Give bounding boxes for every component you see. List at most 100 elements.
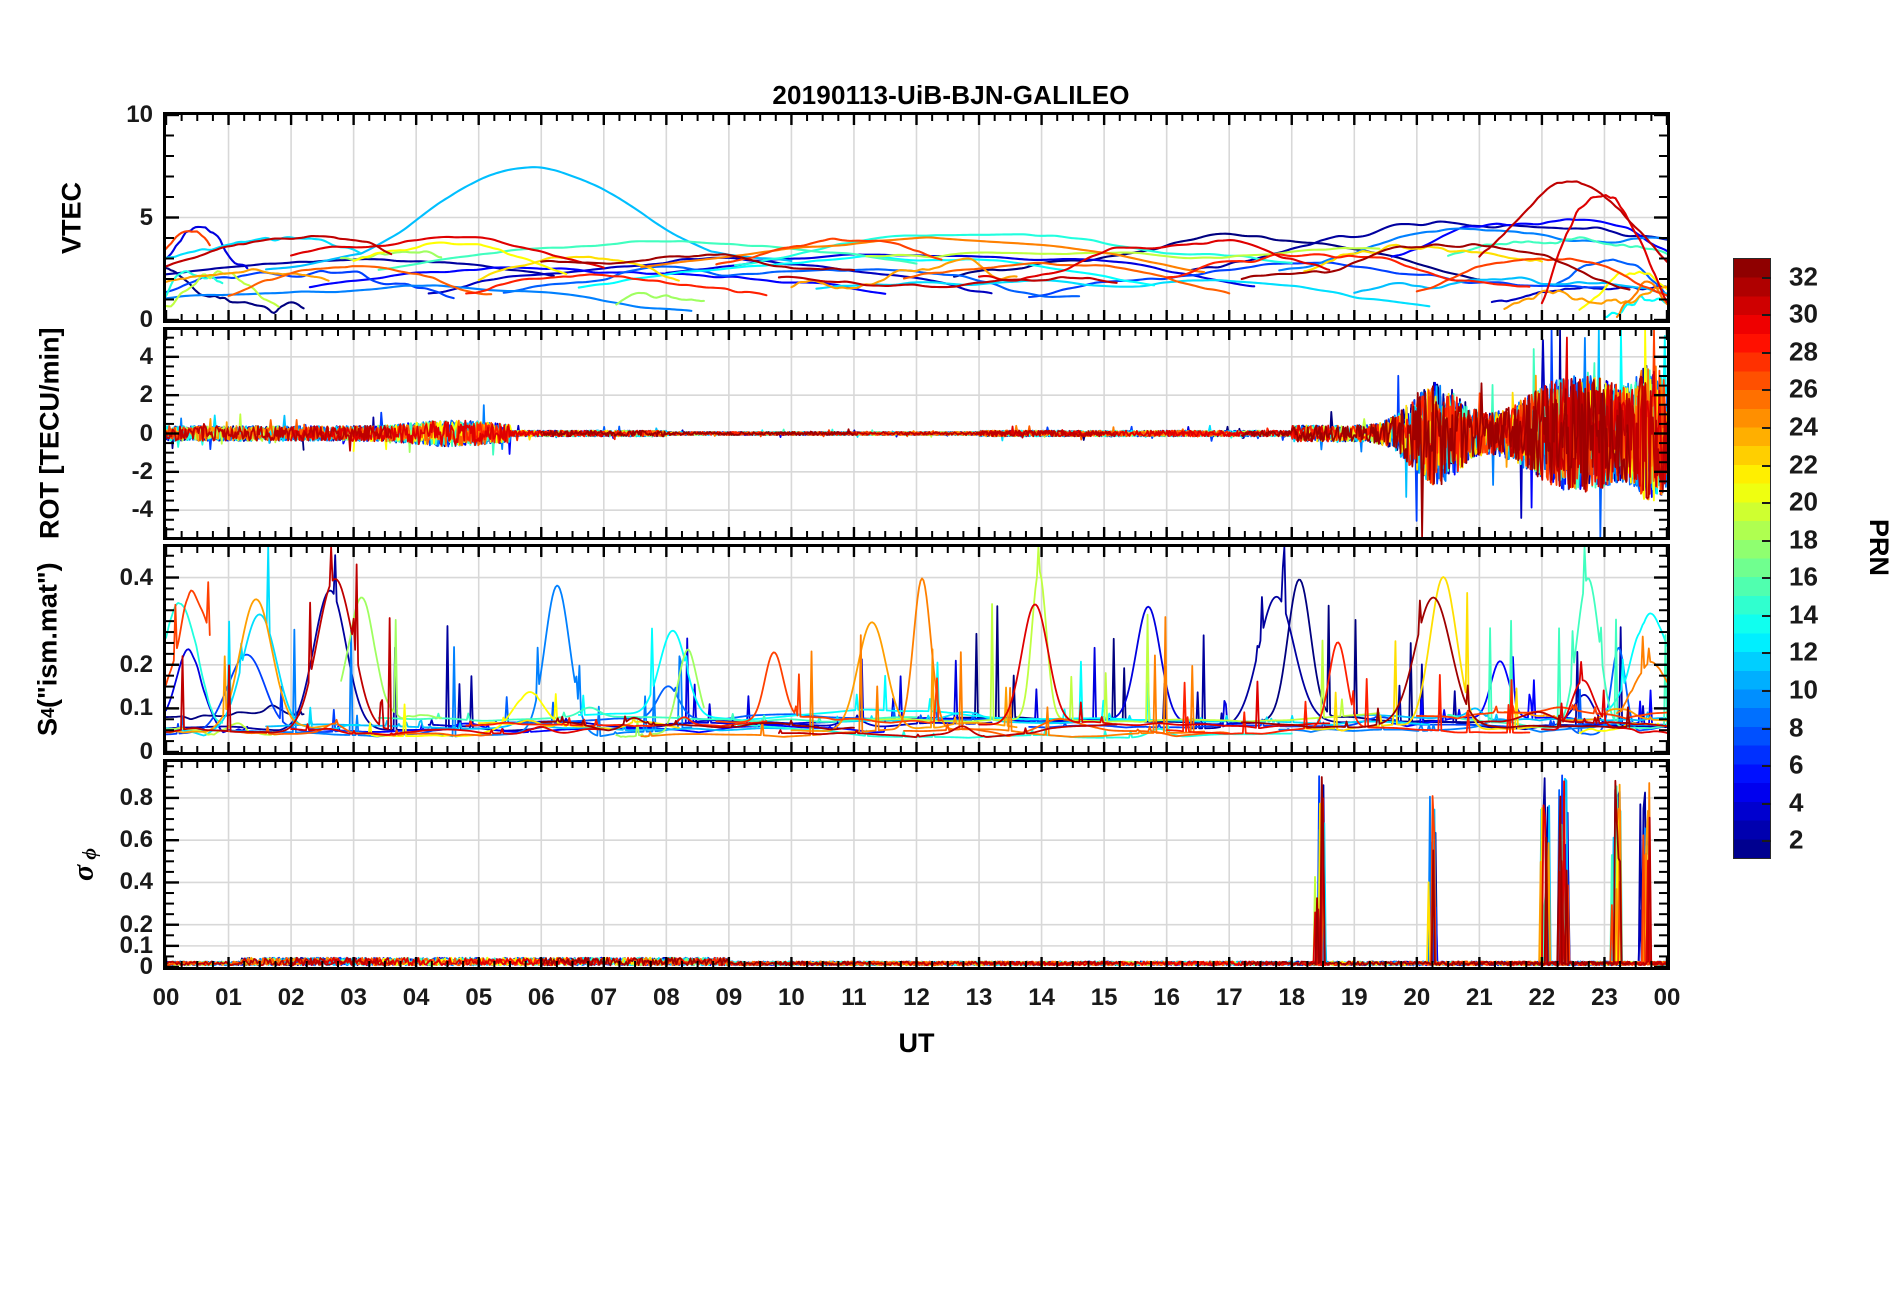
panel-s4 xyxy=(163,544,1670,755)
data-trace xyxy=(465,716,768,727)
y-axis-label-rot: ROT [TECU/min] xyxy=(34,327,65,540)
y-tick-label: 0 xyxy=(139,953,153,980)
y-tick-label: 10 xyxy=(126,101,153,128)
data-trace xyxy=(1541,660,1667,734)
x-tick-label: 02 xyxy=(277,984,305,1011)
colorbar-tick-mark xyxy=(1762,577,1771,580)
colorbar-tick-label: 32 xyxy=(1789,261,1818,292)
colorbar-tick-mark xyxy=(1762,464,1771,467)
data-trace xyxy=(902,261,1231,295)
x-tick-label: 19 xyxy=(1340,984,1368,1011)
data-trace xyxy=(227,265,493,297)
x-tick-label: 00 xyxy=(1653,984,1681,1011)
data-trace xyxy=(540,715,855,732)
colorbar-tick-label: 18 xyxy=(1789,524,1818,555)
data-trace xyxy=(640,577,1206,738)
data-trace xyxy=(1415,703,1667,720)
data-trace xyxy=(1616,635,1667,715)
y-tick-label: 0.4 xyxy=(119,563,153,591)
data-trace xyxy=(790,257,1018,290)
colorbar-tick-mark xyxy=(1762,614,1771,617)
data-trace xyxy=(978,603,1331,730)
data-trace xyxy=(166,236,361,259)
data-trace xyxy=(1303,802,1543,967)
data-trace xyxy=(1240,243,1631,291)
colorbar-tick-mark xyxy=(1762,314,1771,317)
data-trace xyxy=(540,253,856,272)
y-tick-label: 0.2 xyxy=(119,910,153,938)
data-trace xyxy=(1615,280,1667,318)
y-tick-label: 0 xyxy=(139,306,153,333)
colorbar-tick-mark xyxy=(1762,727,1771,730)
y-tick-label: 4 xyxy=(139,342,153,370)
colorbar-tick-mark xyxy=(1762,840,1771,843)
data-trace xyxy=(953,818,1481,967)
colorbar-tick-label: 26 xyxy=(1789,373,1818,404)
data-trace xyxy=(540,428,855,438)
colorbar-tick-mark xyxy=(1762,276,1771,279)
colorbar-tick-label: 12 xyxy=(1789,636,1818,667)
x-tick-label: 00 xyxy=(152,984,180,1011)
y-tick-label: 2 xyxy=(139,381,153,409)
y-tick-label: 0.2 xyxy=(119,650,153,678)
x-tick-label: 17 xyxy=(1215,984,1243,1011)
data-trace xyxy=(166,581,211,686)
data-trace xyxy=(1503,285,1667,310)
data-trace xyxy=(290,235,605,269)
data-trace xyxy=(1415,257,1667,297)
data-trace xyxy=(166,598,330,734)
data-trace xyxy=(1190,547,1667,731)
data-trace xyxy=(1240,776,1631,967)
data-trace xyxy=(1353,276,1667,295)
data-trace xyxy=(265,166,793,271)
data-trace xyxy=(1390,218,1667,258)
colorbar-tick-label: 24 xyxy=(1789,411,1818,442)
data-trace xyxy=(1553,258,1667,297)
colorbar-tick-label: 2 xyxy=(1789,824,1804,855)
x-tick-label: 23 xyxy=(1591,984,1618,1011)
y-tick-label: 0.6 xyxy=(119,826,153,854)
x-tick-label: 05 xyxy=(465,984,493,1011)
data-trace xyxy=(465,273,768,297)
y-tick-label: -2 xyxy=(131,457,153,485)
data-trace xyxy=(166,547,393,734)
data-trace xyxy=(865,875,1381,967)
data-trace xyxy=(1603,295,1667,318)
y-tick-label: 0 xyxy=(139,738,153,765)
y-axis-label-vtec: VTEC xyxy=(56,181,87,254)
data-trace xyxy=(290,723,605,736)
data-trace xyxy=(1165,641,1531,735)
data-trace xyxy=(715,651,943,724)
x-tick-label: 22 xyxy=(1528,984,1556,1011)
data-trace xyxy=(1165,253,1531,288)
colorbar-tick-mark xyxy=(1762,802,1771,805)
data-trace xyxy=(1490,284,1667,304)
x-tick-label: 14 xyxy=(1028,984,1055,1011)
data-trace xyxy=(903,718,1231,738)
data-trace xyxy=(615,291,705,306)
colorbar-tick-label: 14 xyxy=(1789,599,1818,630)
colorbar-tick-label: 6 xyxy=(1789,749,1804,780)
x-axis-label: UT xyxy=(898,1028,935,1058)
data-trace xyxy=(1240,596,1631,729)
data-trace xyxy=(377,240,918,271)
data-trace xyxy=(1240,379,1631,537)
colorbar-tick-label: 8 xyxy=(1789,712,1804,743)
x-tick-label: 04 xyxy=(402,984,430,1011)
x-tick-label: 20 xyxy=(1403,984,1431,1011)
colorbar-tick-label: 30 xyxy=(1789,298,1818,329)
x-tick-label: 06 xyxy=(527,984,555,1011)
colorbar-label: PRN xyxy=(1864,518,1894,576)
data-trace xyxy=(1303,576,1543,732)
x-tick-label: 10 xyxy=(778,984,805,1011)
colorbar-tick-mark xyxy=(1762,765,1771,768)
y-tick-label: -4 xyxy=(131,496,153,524)
data-trace xyxy=(1553,646,1667,736)
data-trace xyxy=(166,230,211,250)
data-trace xyxy=(166,225,249,270)
colorbar-tick-label: 20 xyxy=(1789,486,1818,517)
colorbar xyxy=(1733,258,1771,859)
colorbar-tick-mark xyxy=(1762,351,1771,354)
